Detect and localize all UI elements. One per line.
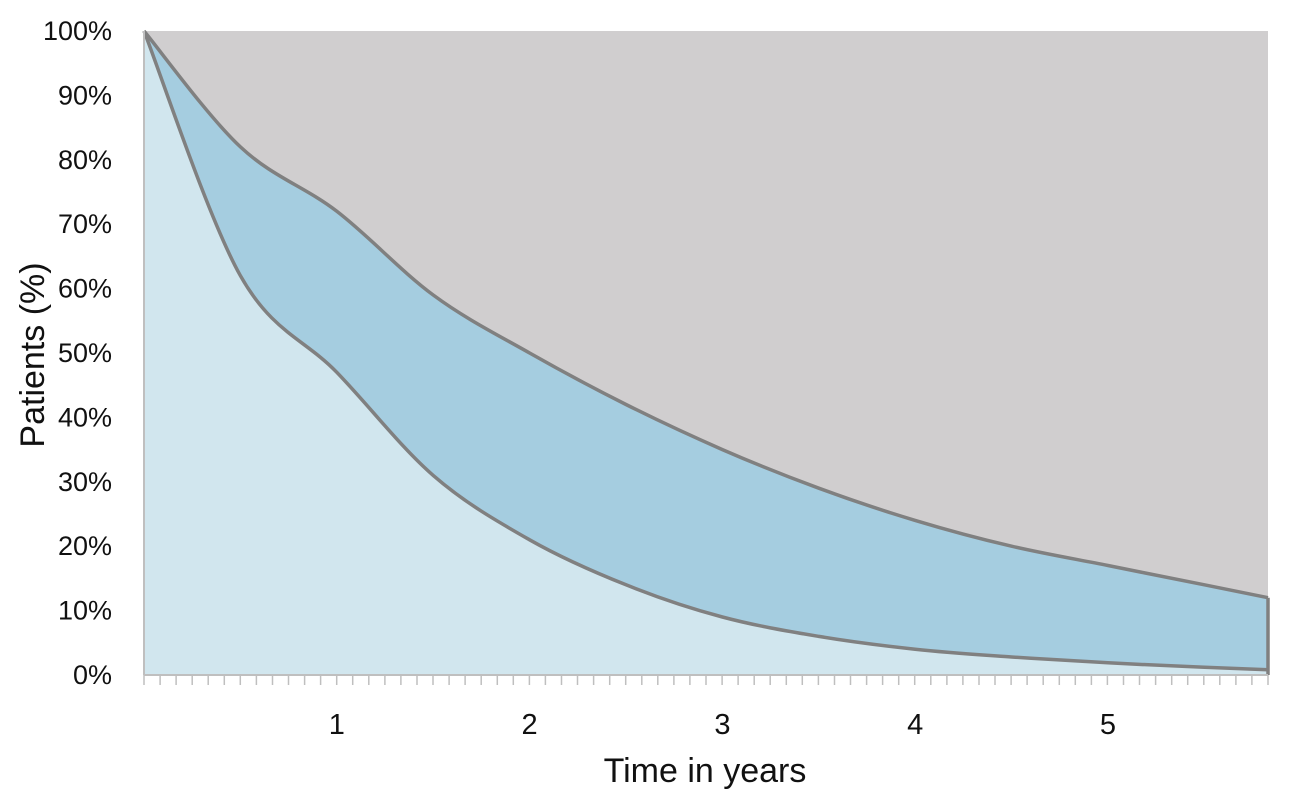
x-tick-labels: 1 2 3 4 5 bbox=[329, 709, 1116, 741]
area-band-0 bbox=[144, 31, 1268, 675]
boundary-line-0 bbox=[142, 30, 1269, 672]
boundary-line-1 bbox=[142, 29, 1269, 600]
y-tick-label: 100% bbox=[43, 16, 112, 46]
y-tick-label: 60% bbox=[58, 274, 112, 304]
x-tick-label: 5 bbox=[1100, 709, 1116, 741]
y-tick-label: 20% bbox=[58, 531, 112, 561]
y-tick-label: 0% bbox=[73, 660, 112, 690]
x-tick-label: 3 bbox=[714, 709, 730, 741]
y-tick-label: 10% bbox=[58, 596, 112, 626]
chart-areas bbox=[144, 31, 1268, 675]
x-tick-label: 4 bbox=[907, 709, 923, 741]
x-tick-label: 2 bbox=[522, 709, 538, 741]
chart-boundary-lines bbox=[142, 29, 1270, 675]
x-tick-label: 1 bbox=[329, 709, 345, 741]
x-axis-title: Time in years bbox=[604, 752, 807, 790]
y-tick-label: 90% bbox=[58, 80, 112, 110]
y-tick-labels: 0% 10% 20% 30% 40% 50% 60% 70% 80% 90% 100% bbox=[43, 16, 112, 690]
y-tick-label: 30% bbox=[58, 467, 112, 497]
y-tick-label: 80% bbox=[58, 145, 112, 175]
y-tick-label: 40% bbox=[58, 402, 112, 432]
y-axis-title: Patients (%) bbox=[14, 262, 52, 447]
chart-axes bbox=[143, 31, 1269, 685]
y-tick-label: 50% bbox=[58, 338, 112, 368]
y-tick-label: 70% bbox=[58, 209, 112, 239]
